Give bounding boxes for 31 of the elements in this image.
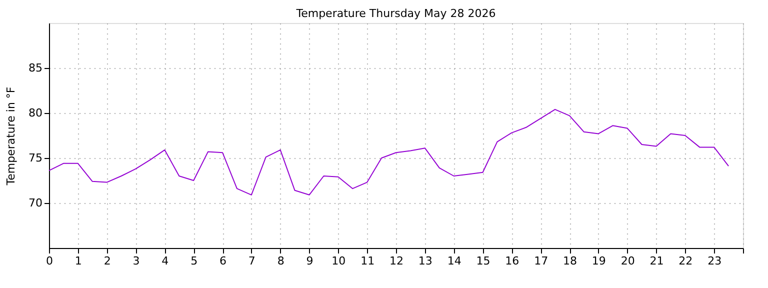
y-axis-title: Temperature in °F [4, 86, 18, 186]
line-series [48, 108, 730, 196]
x-tick-label: 6 [220, 254, 226, 268]
x-tick-label: 19 [592, 254, 606, 268]
x-tick-label: 13 [418, 254, 432, 268]
y-tick-label: 80 [28, 106, 42, 120]
x-tick-label: 18 [563, 254, 577, 268]
x-tick-label: 23 [708, 254, 722, 268]
y-tick-label: 85 [28, 62, 42, 74]
x-tick-label: 5 [190, 254, 198, 268]
x-tick-label: 11 [360, 254, 375, 268]
x-tick-label: 9 [306, 254, 314, 268]
x-tick-label: 8 [277, 254, 284, 268]
y-tick-label: 70 [28, 196, 42, 210]
x-tick-label: 3 [132, 254, 140, 268]
x-tick-label: 0 [46, 254, 53, 268]
x-tick-label: 2 [104, 254, 111, 268]
x-tick-label: 7 [248, 254, 256, 268]
x-tick-label: 4 [162, 254, 169, 268]
chart-title: Temperature Thursday May 28 2026 [295, 7, 496, 20]
x-tick-label: 10 [332, 254, 346, 268]
x-tick-label: 16 [505, 254, 520, 268]
x-tick-label: 1 [74, 254, 82, 268]
x-tick-label: 20 [620, 254, 635, 268]
x-tick-label: 12 [390, 254, 404, 268]
x-tick-label: 15 [476, 254, 490, 268]
x-tick-label: 17 [534, 254, 548, 268]
x-tick-label: 14 [447, 254, 462, 268]
x-tick-label: 22 [678, 254, 693, 268]
y-tick-label: 75 [28, 152, 42, 164]
x-tick-label: 21 [650, 254, 664, 268]
